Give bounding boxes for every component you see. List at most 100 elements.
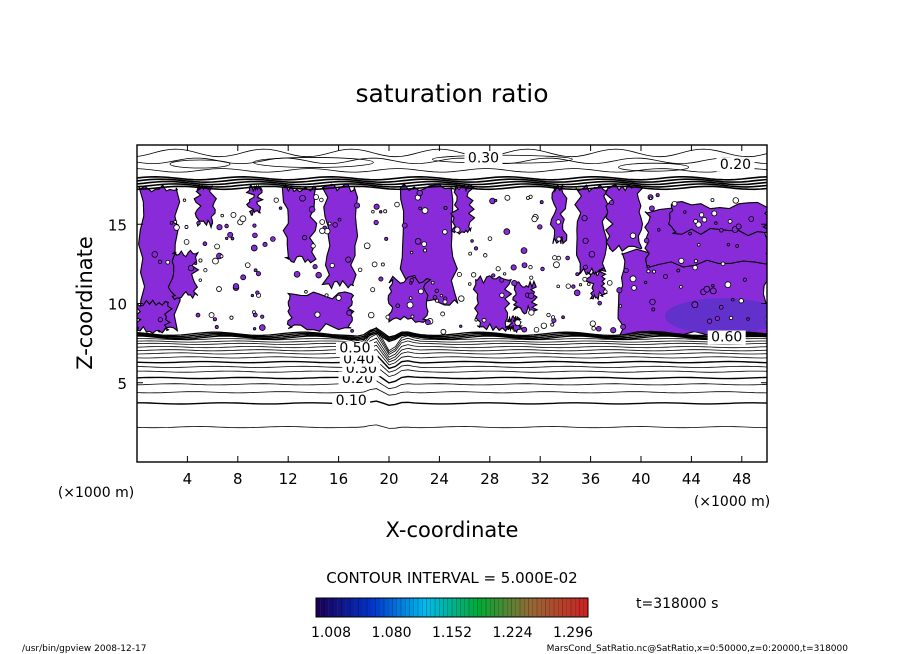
cloud-speck	[679, 285, 683, 289]
colorbar-stripe	[473, 598, 478, 617]
colorbar-stripe	[541, 598, 546, 617]
supersaturated-region	[193, 183, 218, 230]
cloud-speck	[332, 222, 338, 228]
cloud-speck	[252, 232, 258, 239]
colorbar-stripe	[358, 598, 363, 617]
cloud-speck	[169, 221, 174, 225]
x-tick-label: 40	[631, 470, 650, 488]
cloud-speck	[443, 205, 448, 210]
cloud-speck	[510, 264, 517, 271]
footer-right: MarsCond_SatRatio.nc@SatRatio,x=0:50000,…	[547, 644, 849, 654]
cloud-speck	[423, 248, 428, 253]
cloud-speck	[582, 264, 588, 270]
x-tick-label: 24	[430, 470, 449, 488]
cloud-speck	[395, 303, 401, 309]
x-tick-label: 20	[379, 470, 398, 488]
cloud-speck	[324, 293, 329, 298]
cloud-speck	[370, 287, 376, 293]
y-axis-ticks: 5 10 15	[108, 216, 767, 393]
cloud-speck	[610, 327, 617, 334]
cloud-speck	[368, 311, 375, 319]
cloud-speck	[244, 262, 251, 268]
contour-line	[137, 353, 767, 370]
cloud-speck	[581, 215, 588, 222]
cloud-speck	[503, 228, 511, 235]
contour-line	[137, 168, 767, 173]
y-tick-label: 5	[117, 375, 127, 393]
cloud-speck	[196, 220, 201, 226]
cloud-speck	[262, 241, 268, 248]
cloud-speck	[527, 292, 535, 299]
cloud-speck	[504, 194, 511, 201]
cloud-speck	[643, 237, 650, 244]
cloud-speck	[346, 309, 353, 316]
cloud-speck	[588, 251, 596, 258]
cloud-speck	[714, 221, 718, 225]
supersaturated-region	[574, 184, 610, 277]
cloud-speck	[603, 289, 608, 294]
cloud-speck	[521, 262, 528, 269]
x-axis-ticks: 4 8 12 16 20 24 28 32 36 40 44 48	[183, 145, 751, 488]
cloud-speck	[578, 283, 583, 287]
cloud-speck	[529, 275, 534, 280]
colorbar-stripe	[345, 598, 350, 617]
cloud-speck	[616, 287, 623, 294]
cloud-speck	[394, 201, 400, 208]
contour-line	[137, 333, 767, 356]
cloud-speck	[711, 284, 715, 288]
cloud-speck	[471, 272, 477, 278]
cloud-speck	[671, 200, 678, 207]
cloud-speck	[212, 317, 217, 322]
cloud-speck	[354, 202, 361, 209]
cloud-speck	[421, 241, 427, 247]
cloud-speck	[378, 276, 384, 282]
contour-line	[137, 178, 767, 184]
cloud-speck	[709, 287, 717, 295]
cloud-speck	[255, 271, 262, 277]
cloud-speck	[589, 320, 596, 327]
cloud-speck	[575, 272, 580, 277]
cloud-speck	[383, 209, 388, 214]
cloud-speck	[173, 220, 178, 224]
cloud-speck	[555, 219, 561, 225]
cloud-speck	[556, 236, 562, 242]
x-tick-label: 8	[233, 470, 243, 488]
cloud-speck	[278, 206, 283, 210]
cloud-speck	[253, 268, 258, 273]
supersaturated-region	[167, 249, 200, 301]
contour-label: 0.20	[720, 157, 751, 173]
colorbar-stripe	[456, 598, 461, 617]
colorbar-stripe	[422, 598, 427, 617]
colorbar-stripe	[566, 598, 571, 617]
cloud-speck	[409, 281, 413, 285]
x-tick-label: 12	[279, 470, 298, 488]
contour-line	[137, 360, 767, 373]
cloud-speck	[678, 257, 685, 264]
colorbar-stripe	[460, 598, 465, 617]
colorbar-stripe	[371, 598, 376, 617]
cloud-speck	[225, 236, 229, 241]
cloud-speck	[203, 268, 208, 273]
contour-loop	[252, 157, 374, 168]
contour-label: 0.40	[343, 352, 374, 368]
colorbar-tick-label: 1.152	[432, 625, 472, 641]
cloud-speck	[416, 189, 423, 197]
cloud-speck	[380, 262, 385, 267]
cloud-speck	[644, 280, 648, 285]
cloud-speck	[691, 301, 699, 309]
cloud-speck	[550, 315, 556, 320]
cloud-speck	[319, 197, 324, 203]
cloud-speck	[481, 317, 487, 323]
cloud-speck	[695, 221, 702, 228]
cloud-speck	[470, 239, 474, 243]
cloud-speck	[623, 267, 629, 274]
cloud-speck	[468, 251, 473, 256]
colorbar-stripe	[528, 598, 533, 617]
cloud-speck	[418, 206, 423, 211]
cloud-speck	[561, 315, 565, 320]
supersaturated-region	[549, 183, 568, 245]
cloud-speck	[701, 217, 708, 223]
cloud-speck	[252, 310, 256, 314]
x-tick-label: 32	[531, 470, 550, 488]
colorbar-stripe	[490, 598, 495, 617]
